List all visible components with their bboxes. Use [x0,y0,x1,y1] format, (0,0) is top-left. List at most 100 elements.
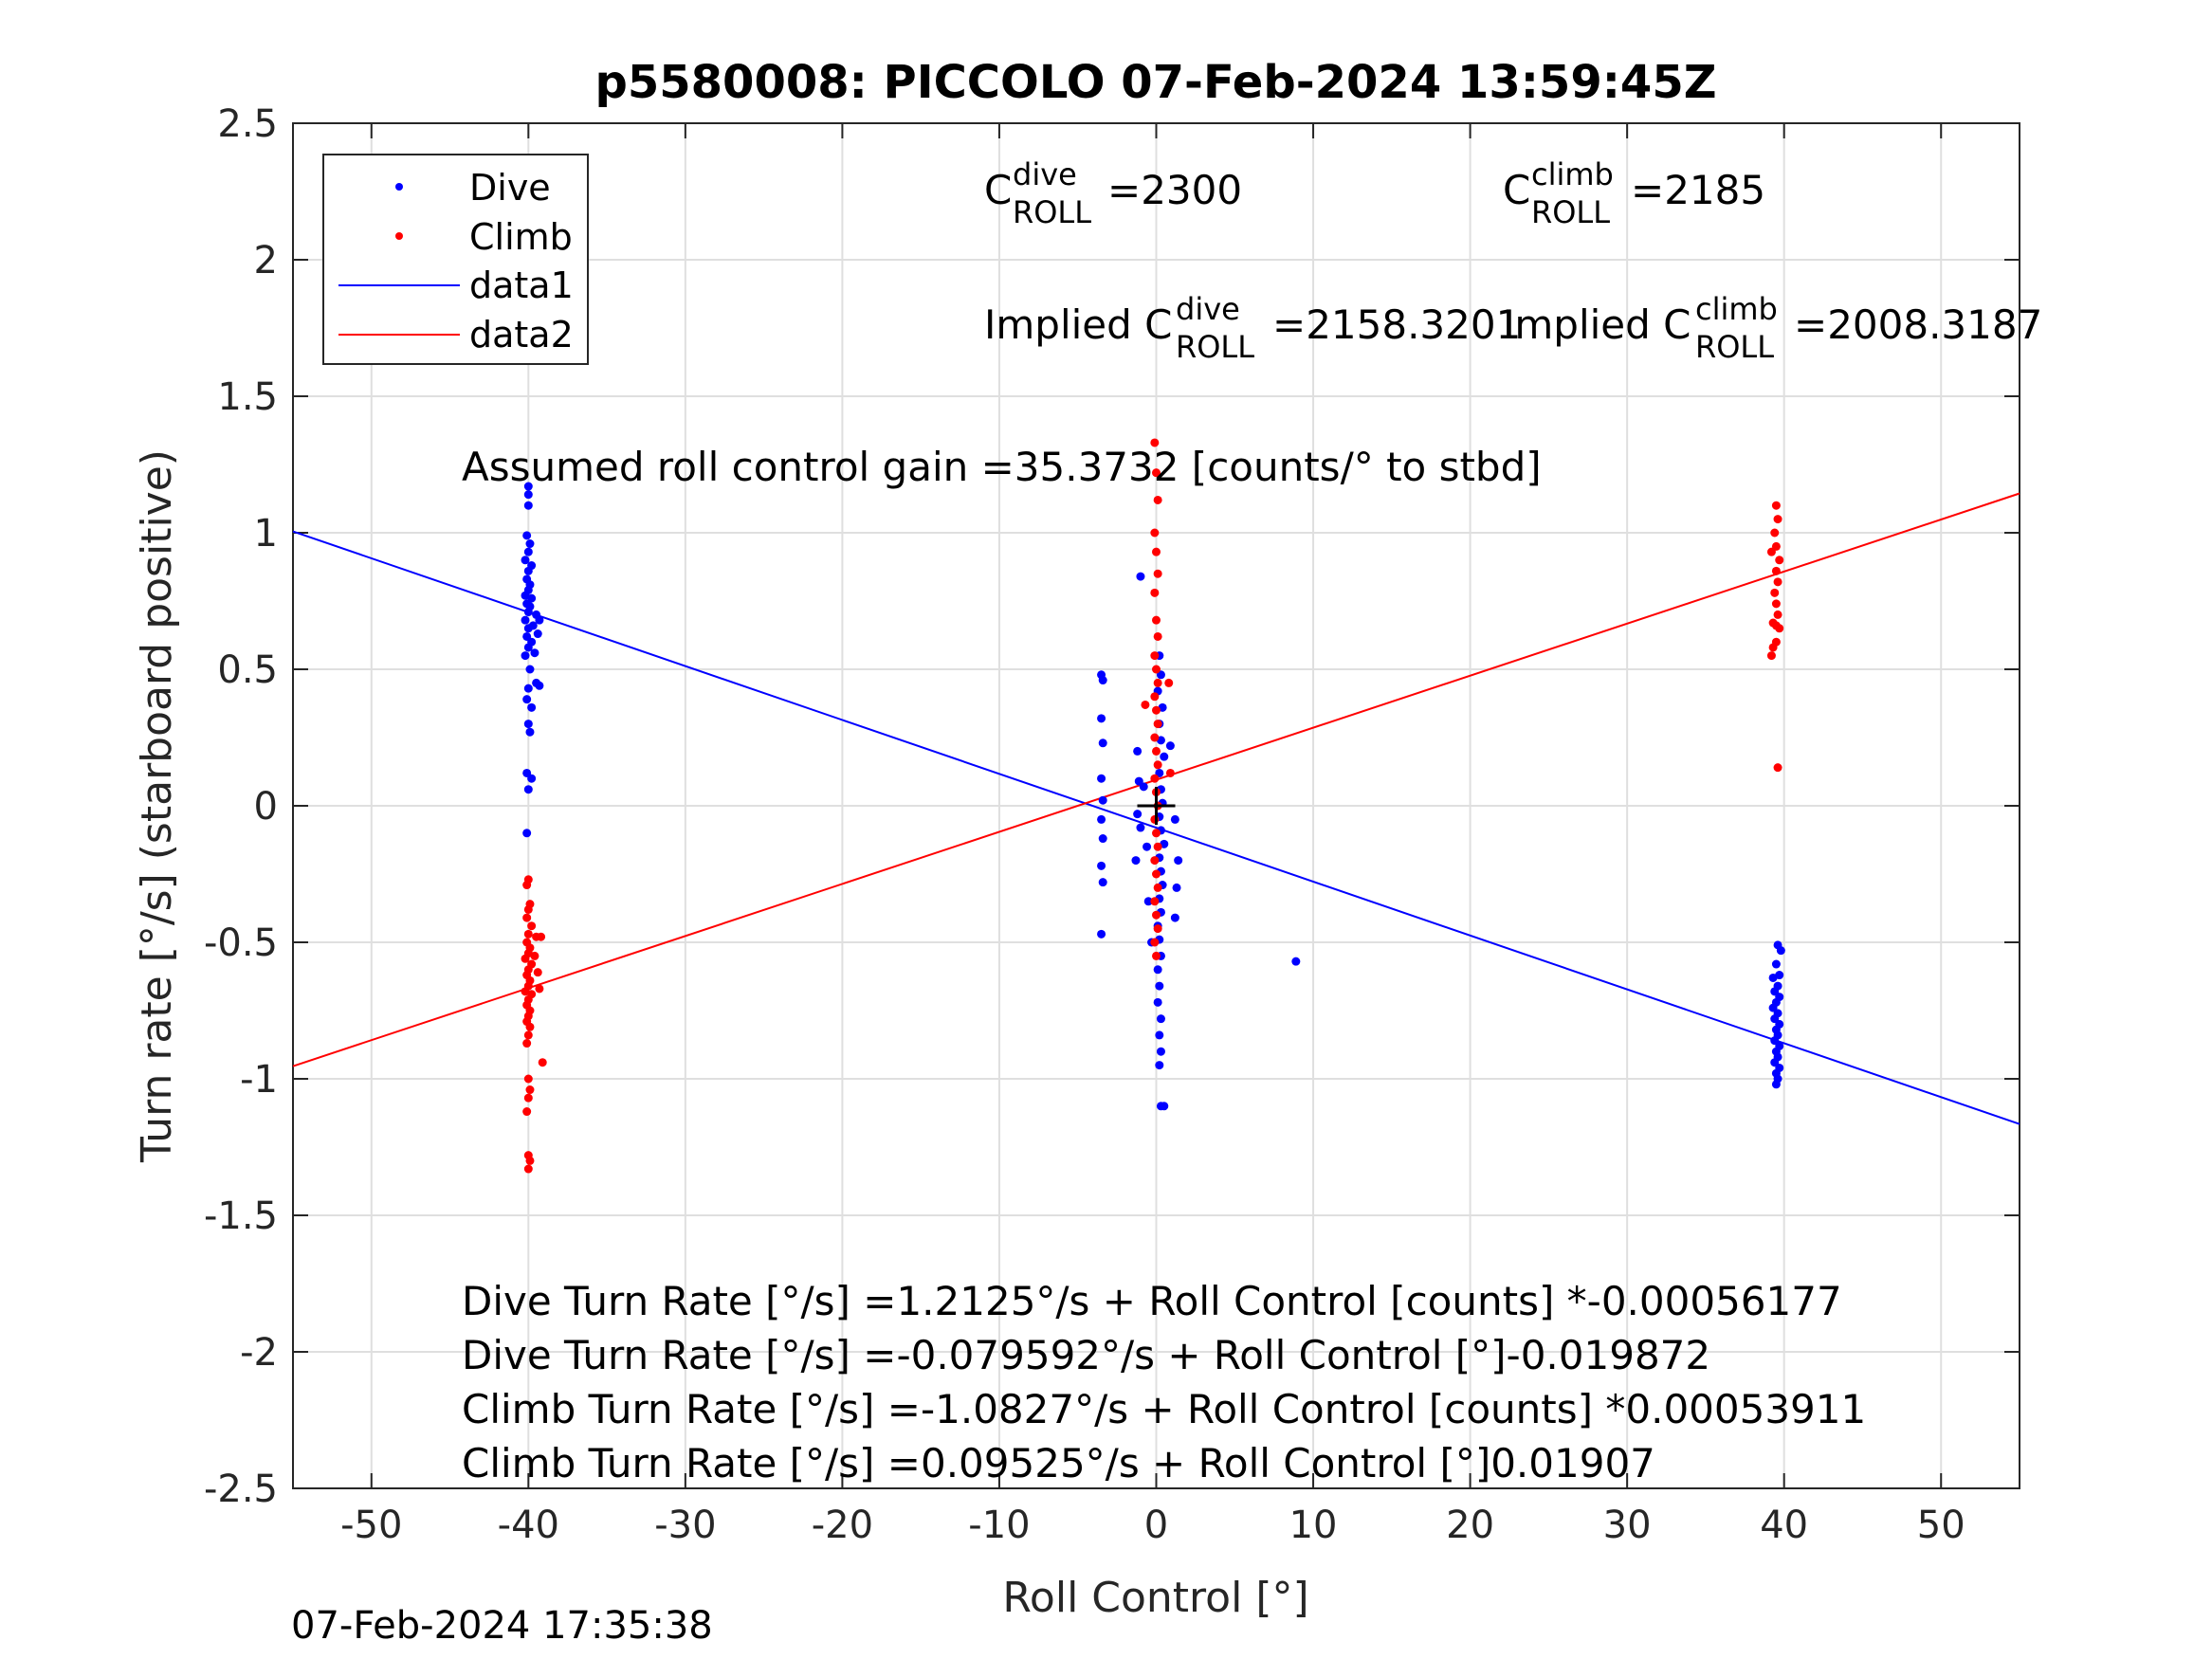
point-climb [523,1164,533,1174]
point-dive [523,501,533,510]
point-climb [1768,643,1778,652]
point-dive [1153,997,1162,1007]
point-climb [1773,763,1782,773]
point-dive [1170,814,1179,824]
implied-c-roll-dive-annotation: Implied C dive ROLL =2158.3201 [984,291,1521,365]
point-dive [1771,1080,1781,1089]
point-climb [1152,468,1161,478]
point-climb [533,968,542,977]
y-tick-label: 2.5 [217,102,278,146]
y-axis-label: Turn rate [°/s] (starboard positive) [133,449,181,1163]
point-climb [1150,692,1160,702]
y-tick-label: 0.5 [217,648,278,692]
point-dive [527,702,537,712]
point-climb [1771,501,1781,510]
point-climb [1165,768,1175,777]
y-tick-label: 2 [254,239,278,283]
fit-line-data1 [292,530,2020,1125]
point-dive [1155,1061,1164,1070]
x-tick-label: -50 [340,1504,402,1547]
point-dive [1172,883,1181,892]
point-dive [1136,823,1145,832]
implied-dive-sup: dive [1176,291,1240,327]
implied-dive-value: =2158.3201 [1272,301,1521,348]
c-roll-climb-sup: climb [1531,156,1614,192]
point-dive [525,539,535,549]
x-tick-label: 0 [1144,1504,1168,1547]
point-dive [1153,965,1162,975]
implied-climb-value: =2008.3187 [1794,301,2042,348]
point-climb [1164,678,1174,687]
fit-equation-3: Climb Turn Rate [°/s] =-1.0827°/s + Roll… [462,1386,1866,1432]
point-climb [1770,588,1780,597]
c-roll-climb-value: =2185 [1631,167,1765,213]
point-climb [1150,856,1160,866]
center-marker [1137,787,1176,825]
point-dive [1143,842,1152,851]
point-dive [525,665,535,674]
point-dive [1291,957,1301,966]
point-dive [1098,738,1107,748]
point-climb [1150,528,1160,538]
point-dive [1097,774,1106,783]
x-tick-label: 20 [1446,1504,1494,1547]
point-dive [1097,929,1106,939]
point-dive [522,695,532,704]
point-dive [523,684,533,693]
x-tick-labels: -50 -40 -30 -20 -10 0 10 20 30 40 50 [340,1504,1965,1547]
point-dive [521,615,530,625]
point-climb [535,984,544,994]
point-climb [1773,577,1782,587]
point-climb [1141,700,1150,709]
point-climb [525,1156,535,1165]
point-dive [535,681,544,690]
point-climb [1153,495,1162,504]
c-roll-climb-sub: ROLL [1531,194,1610,230]
point-dive [523,720,533,729]
point-climb [1150,651,1160,661]
point-climb [1153,720,1162,729]
point-climb [522,1107,532,1117]
point-climb [1773,610,1782,619]
point-climb [1153,924,1162,934]
point-dive [1098,676,1107,685]
point-dive [1133,810,1143,819]
point-climb [1773,515,1782,524]
point-climb [523,1074,533,1084]
x-tick-label: 40 [1760,1504,1808,1547]
point-dive [523,608,533,617]
c-roll-dive-value: =2300 [1107,167,1242,213]
point-climb [523,1093,533,1103]
point-climb [1766,651,1776,661]
point-climb [1152,746,1161,756]
point-climb [523,929,533,939]
series-dive [521,482,1785,1111]
legend-label-data1: data1 [469,264,574,306]
point-dive [522,829,532,838]
point-climb [1152,705,1161,715]
y-tick-label: -0.5 [204,921,278,965]
y-tick-labels: 2.5 2 1.5 1 0.5 0 -0.5 -1 -1.5 -2 -2.5 [204,102,278,1511]
point-dive [1174,856,1183,866]
point-climb [1152,547,1161,556]
point-climb [525,1085,535,1095]
point-climb [1150,733,1160,742]
gain-annotation: Assumed roll control gain =35.3732 [coun… [462,444,1542,490]
point-climb [537,932,546,941]
legend-box [322,154,589,365]
implied-climb-sup: climb [1695,291,1778,327]
c-roll-dive-sup: dive [1013,156,1077,192]
point-dive [1098,834,1107,844]
point-dive [1139,782,1148,792]
point-dive [1156,1047,1165,1056]
point-dive [1170,913,1179,922]
implied-climb-prefix: Implied C [1503,301,1691,348]
point-dive [1097,714,1106,723]
y-tick-label: -1 [240,1058,278,1102]
legend-label-climb: Climb [469,216,573,258]
c-roll-climb-prefix: C [1503,167,1530,213]
point-dive [527,774,537,783]
point-climb [1775,556,1784,565]
point-climb [1152,615,1161,625]
point-climb [1153,760,1162,770]
